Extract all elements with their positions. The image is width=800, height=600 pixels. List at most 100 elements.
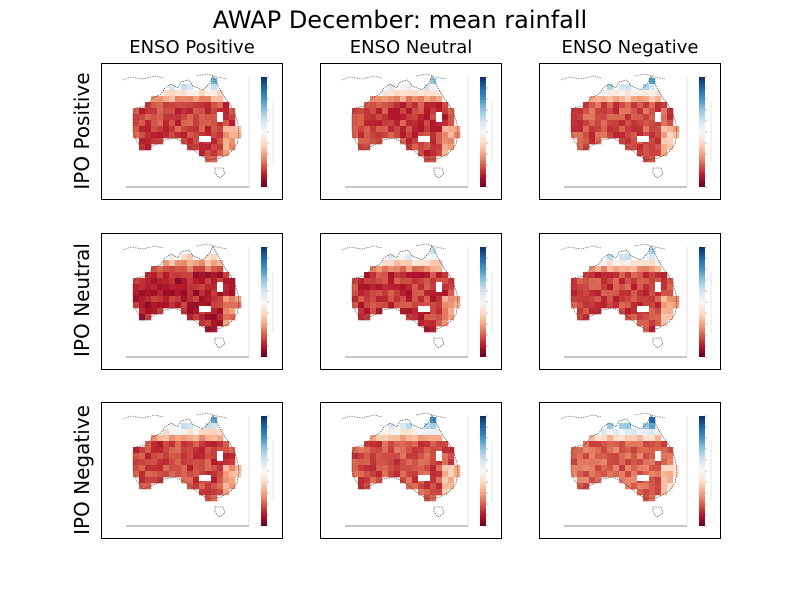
rainfall-cell xyxy=(163,284,170,291)
colorbar xyxy=(261,77,267,187)
rainfall-cell xyxy=(619,284,626,291)
coastline-fragment xyxy=(122,75,164,81)
rainfall-cell xyxy=(211,441,218,448)
rainfall-cell xyxy=(661,308,668,315)
rainfall-cell xyxy=(181,96,188,103)
rainfall-cell xyxy=(217,102,224,109)
rainfall-cell xyxy=(193,96,200,103)
rainfall-cell xyxy=(211,102,218,109)
rainfall-cell xyxy=(163,459,170,466)
rainfall-cell xyxy=(430,120,437,127)
rainfall-cell xyxy=(619,254,626,261)
rainfall-cell xyxy=(157,477,164,484)
rainfall-cell xyxy=(211,429,218,436)
rainfall-cell xyxy=(619,90,626,97)
rainfall-cell xyxy=(619,266,626,273)
rainfall-cell xyxy=(571,465,578,472)
rainfall-cell xyxy=(661,453,668,460)
rainfall-cell xyxy=(619,290,626,297)
rainfall-cell xyxy=(163,429,170,436)
rainfall-cell xyxy=(661,278,668,285)
rainfall-cell xyxy=(388,120,395,127)
rainfall-cell xyxy=(418,150,425,157)
rainfall-cell xyxy=(205,471,212,478)
rainfall-cell xyxy=(205,108,212,115)
rainfall-cell xyxy=(358,471,365,478)
rainfall-cell xyxy=(655,290,662,297)
rainfall-cell xyxy=(589,272,596,279)
coastline-fragment xyxy=(122,245,164,251)
rainfall-cell xyxy=(571,284,578,291)
rainfall-cell xyxy=(643,465,650,472)
rainfall-cell xyxy=(661,459,668,466)
rainfall-cell xyxy=(139,144,146,151)
rainfall-cell xyxy=(643,266,650,273)
rainfall-cell xyxy=(643,459,650,466)
rainfall-cell xyxy=(229,308,236,315)
rainfall-cell xyxy=(175,266,182,273)
rainfall-cell xyxy=(193,477,200,484)
rainfall-cell xyxy=(631,435,638,442)
rainfall-cell xyxy=(394,272,401,279)
rainfall-cell xyxy=(643,302,650,309)
rainfall-cell xyxy=(229,132,236,139)
rainfall-cell xyxy=(205,495,212,502)
rainfall-cell xyxy=(436,320,443,327)
rainfall-cell xyxy=(601,435,608,442)
rainfall-cell xyxy=(187,284,194,291)
rainfall-cell xyxy=(388,435,395,442)
rainfall-cell xyxy=(637,290,644,297)
rainfall-cell xyxy=(358,126,365,133)
rainfall-cell xyxy=(229,290,236,297)
rainfall-cell xyxy=(412,260,419,267)
rainfall-cell xyxy=(211,471,218,478)
rainfall-cell xyxy=(193,90,200,97)
rainfall-cell xyxy=(430,284,437,291)
rainfall-cell xyxy=(358,477,365,484)
rainfall-cell xyxy=(637,441,644,448)
rainfall-cell xyxy=(145,272,152,279)
rainfall-cell xyxy=(133,453,140,460)
rainfall-cell xyxy=(187,290,194,297)
rainfall-cell xyxy=(376,453,383,460)
rainfall-cell xyxy=(655,108,662,115)
rainfall-cell xyxy=(637,489,644,496)
rainfall-cell xyxy=(406,96,413,103)
rainfall-cell xyxy=(370,290,377,297)
rainfall-cell xyxy=(649,284,656,291)
coastline-fragment xyxy=(415,73,447,80)
rainfall-cell xyxy=(157,272,164,279)
rainfall-cell xyxy=(205,290,212,297)
rainfall-cell xyxy=(358,465,365,472)
rainfall-cell xyxy=(370,284,377,291)
rainfall-cell xyxy=(412,302,419,309)
map-panel xyxy=(539,402,721,539)
coastline xyxy=(351,245,459,331)
rainfall-cell xyxy=(643,260,650,267)
rainfall-cell xyxy=(430,248,437,255)
rainfall-cell xyxy=(643,296,650,303)
rainfall-cell xyxy=(589,459,596,466)
rainfall-cell xyxy=(607,132,614,139)
rainfall-cell xyxy=(169,302,176,309)
rainfall-cell xyxy=(649,290,656,297)
rainfall-cell xyxy=(601,260,608,267)
rainfall-cell xyxy=(193,138,200,145)
rainfall-cell xyxy=(394,108,401,115)
rainfall-cell xyxy=(406,272,413,279)
rainfall-cell xyxy=(643,447,650,454)
missing-data-cell xyxy=(436,282,442,292)
rainfall-cell xyxy=(625,254,632,261)
rainfall-cell xyxy=(595,290,602,297)
rainfall-cell xyxy=(424,471,431,478)
rainfall-cell xyxy=(400,120,407,127)
rainfall-cell xyxy=(157,108,164,115)
rainfall-cell xyxy=(205,120,212,127)
rainfall-cell xyxy=(643,102,650,109)
map-svg xyxy=(122,243,274,358)
rainfall-cell xyxy=(430,465,437,472)
rainfall-cell xyxy=(364,453,371,460)
rainfall-cell xyxy=(199,459,206,466)
rainfall-cell xyxy=(625,114,632,121)
rainfall-cell xyxy=(643,126,650,133)
